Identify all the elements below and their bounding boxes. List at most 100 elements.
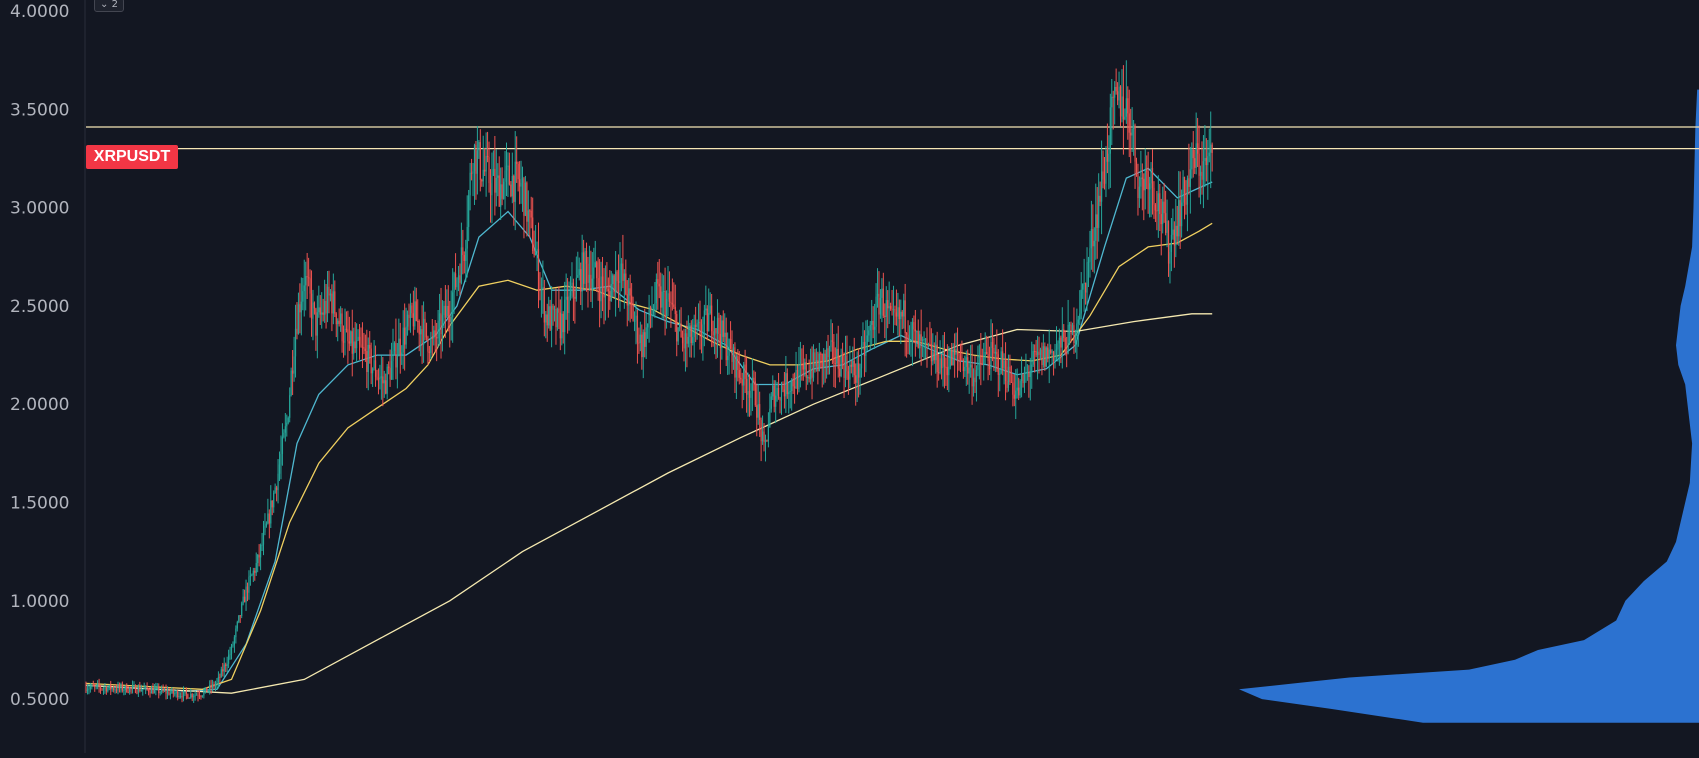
candle-body <box>680 323 682 338</box>
candle-body <box>120 685 122 689</box>
candle-body <box>798 364 800 390</box>
candle-body <box>1034 351 1036 353</box>
candle-body <box>658 283 660 287</box>
candle-body <box>575 277 577 299</box>
candle-body <box>497 175 499 178</box>
candle-body <box>584 250 586 284</box>
candle-body <box>436 337 438 339</box>
candle-body <box>193 696 195 698</box>
candle-body <box>761 431 764 442</box>
candle-body <box>1194 158 1196 168</box>
candle-body <box>91 685 93 688</box>
candle-body <box>907 334 909 342</box>
candle-body <box>801 364 803 366</box>
candle-body <box>491 175 493 196</box>
candle-body <box>859 368 861 378</box>
candle-body <box>1150 167 1152 184</box>
candle-body <box>836 348 838 364</box>
candle-body <box>978 356 980 358</box>
candle-body <box>350 331 352 344</box>
candle-body <box>721 320 723 349</box>
candle-body <box>388 366 390 368</box>
candle-body <box>530 210 532 218</box>
candle-body <box>508 165 511 185</box>
candle-body <box>872 320 874 330</box>
candle-body <box>462 247 464 255</box>
candle-body <box>1179 200 1181 227</box>
candle-body <box>821 353 823 368</box>
candle-body <box>261 544 263 546</box>
candle-body <box>267 513 269 524</box>
candle-body <box>1039 349 1042 355</box>
candle-body <box>130 687 132 689</box>
candle-body <box>839 368 841 377</box>
candle-body <box>248 576 250 593</box>
candle-body <box>776 387 778 396</box>
y-tick-label: 4.0000 <box>10 2 69 22</box>
candle-body <box>926 338 928 345</box>
pane-collapse-badge[interactable]: ⌄ 2 <box>94 0 124 12</box>
candle-body <box>712 331 714 336</box>
candle-body <box>645 327 647 347</box>
candle-body <box>286 422 288 427</box>
candle-body <box>660 286 662 308</box>
candle-body <box>1035 351 1037 356</box>
candle-body <box>855 375 857 383</box>
candle-body <box>900 311 902 320</box>
candle-body <box>818 353 820 372</box>
candle-body <box>814 352 816 367</box>
candle-body <box>879 297 882 315</box>
candle-body <box>293 356 295 374</box>
candle-body <box>198 695 201 697</box>
candle-body <box>807 377 809 379</box>
candle-body <box>731 348 733 362</box>
candle-body <box>1028 372 1030 377</box>
candle-body <box>281 437 284 454</box>
candle-body <box>469 172 471 196</box>
candle-body <box>887 300 889 309</box>
horizontal-levels <box>86 126 1699 150</box>
candle-body <box>766 439 768 441</box>
y-tick-label: 3.0000 <box>10 199 69 219</box>
candle-body <box>190 694 192 698</box>
candle-body <box>884 315 886 317</box>
candle-body <box>114 689 116 691</box>
candle-body <box>147 689 150 692</box>
candle-body <box>945 366 947 368</box>
candle-body <box>185 691 187 695</box>
candle-body <box>958 353 960 356</box>
candle-body <box>760 419 762 442</box>
price-axis[interactable]: 4.0000 3.5000 3.0000 2.5000 2.0000 1.5000 1.00… <box>10 2 69 710</box>
candle-body <box>287 417 289 423</box>
candle-body <box>149 691 151 694</box>
candle-body <box>773 385 775 407</box>
candle-body <box>386 366 388 394</box>
candle-body <box>743 364 745 386</box>
candle-body <box>668 293 671 302</box>
candle-body <box>495 177 497 193</box>
candle-body <box>229 653 231 656</box>
candle-body <box>1173 229 1175 246</box>
candle-body <box>102 688 105 690</box>
candle-body <box>326 286 329 314</box>
candle-body <box>555 309 557 328</box>
candle-body <box>437 320 439 339</box>
candle-body <box>866 335 868 342</box>
candle-body <box>340 313 342 324</box>
candle-body <box>449 316 451 322</box>
candle-body <box>514 161 516 202</box>
candle-body <box>500 184 502 207</box>
candle-body <box>681 337 684 344</box>
candle-body <box>414 301 416 327</box>
candle-body <box>745 378 748 395</box>
candle-body <box>756 405 758 418</box>
candle-body <box>948 366 950 376</box>
candle-body <box>230 646 233 654</box>
candle-body <box>1201 171 1203 180</box>
candle-body <box>510 184 512 197</box>
candle-body <box>811 369 813 378</box>
candle-body <box>904 300 906 333</box>
candle-body <box>524 182 527 216</box>
